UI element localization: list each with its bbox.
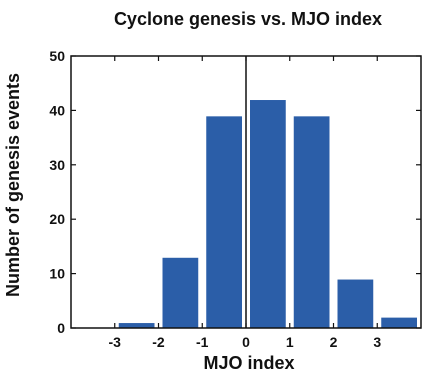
- bar-3: [249, 99, 287, 329]
- y-tick-label-3: 30: [49, 157, 65, 173]
- x-tick-label-0: -3: [109, 334, 122, 350]
- y-tick-label-1: 10: [49, 266, 65, 282]
- bar-5: [336, 278, 375, 329]
- bars-layer: [117, 99, 418, 329]
- bar-0: [117, 322, 156, 329]
- y-axis-ticks: 0 10 20 30 40 50: [49, 48, 421, 336]
- x-tick-label-3: 0: [242, 334, 250, 350]
- chart-title: Cyclone genesis vs. MJO index: [114, 9, 382, 29]
- y-tick-label-0: 0: [57, 320, 65, 336]
- x-tick-label-2: -1: [196, 334, 209, 350]
- y-tick-label-5: 50: [49, 48, 65, 64]
- x-axis-ticks: -3 -2 -1 0 1 2 3: [109, 56, 381, 350]
- bar-2: [205, 115, 243, 329]
- y-tick-label-4: 40: [49, 102, 65, 118]
- x-tick-label-1: -2: [152, 334, 165, 350]
- bar-4: [292, 115, 331, 329]
- y-tick-label-2: 20: [49, 211, 65, 227]
- x-tick-label-4: 1: [286, 334, 294, 350]
- bar-1: [161, 256, 200, 329]
- bar-6: [380, 316, 418, 329]
- x-tick-label-6: 3: [373, 334, 381, 350]
- x-axis-label: MJO index: [203, 353, 294, 373]
- x-tick-label-5: 2: [330, 334, 338, 350]
- y-axis-label: Number of genesis events: [3, 73, 23, 297]
